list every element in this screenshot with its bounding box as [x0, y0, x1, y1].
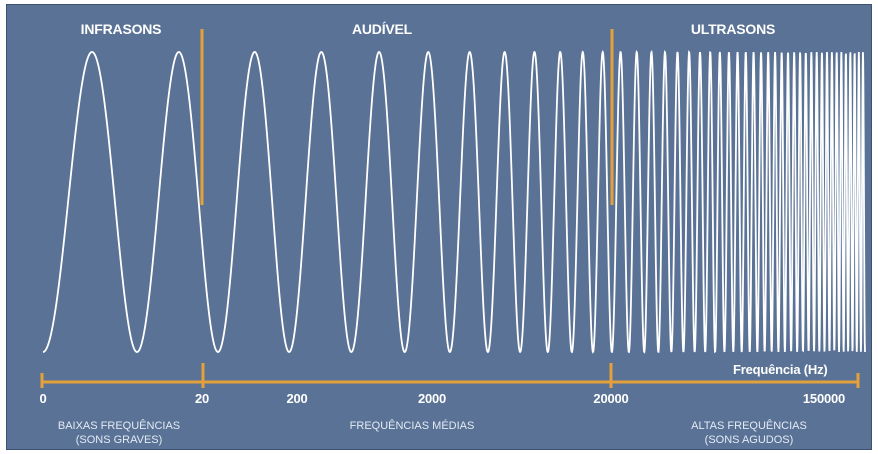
band-low-line1: BAIXAS FREQUÊNCIAS [57, 420, 181, 432]
band-low-line2: (SONS GRAVES) [75, 434, 163, 446]
band-high: ALTAS FREQUÊNCIAS (SONS AGUDOS) [691, 419, 807, 447]
band-low: BAIXAS FREQUÊNCIAS (SONS GRAVES) [58, 419, 180, 447]
tick-label-20: 20 [194, 391, 210, 406]
band-high-line2: (SONS AGUDOS) [704, 434, 794, 446]
tick-label-2000: 2000 [417, 391, 447, 406]
diagram-panel: INFRASONS AUDÍVEL ULTRASONS Frequência (… [6, 4, 872, 450]
band-mid: FREQUÊNCIAS MÉDIAS [350, 419, 475, 433]
region-infrasons: INFRASONS [80, 21, 162, 37]
wave-canvas [40, 29, 866, 388]
region-audible: AUDÍVEL [351, 21, 413, 37]
region-ultrasons: ULTRASONS [690, 21, 776, 37]
sound-wave [42, 49, 866, 354]
band-mid-line1: FREQUÊNCIAS MÉDIAS [349, 420, 475, 432]
axis-label: Frequência (Hz) [733, 362, 828, 377]
tick-label-20000: 20000 [593, 391, 629, 406]
tick-label-0: 0 [39, 391, 47, 406]
tick-label-200: 200 [286, 391, 308, 406]
tick-label-150000: 150000 [802, 391, 846, 406]
band-high-line1: ALTAS FREQUÊNCIAS [691, 420, 807, 432]
